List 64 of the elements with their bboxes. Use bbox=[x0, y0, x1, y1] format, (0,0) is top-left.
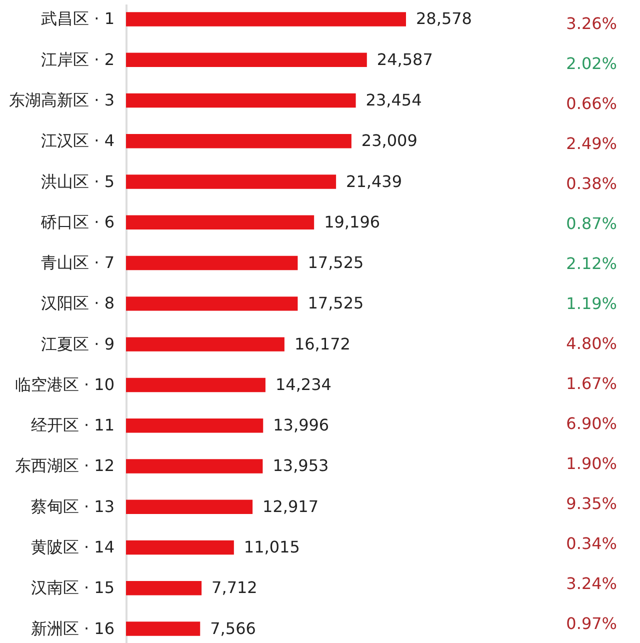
y-tick-label: 东西湖区 · 12 bbox=[14, 456, 114, 476]
bar bbox=[126, 418, 264, 433]
bar bbox=[126, 296, 298, 311]
bar bbox=[126, 540, 234, 555]
data-label: 19,196 bbox=[324, 212, 380, 232]
y-tick-label: 江岸区 · 2 bbox=[41, 50, 114, 69]
data-label: 0.66% bbox=[566, 94, 617, 113]
data-label: 23,009 bbox=[361, 131, 418, 150]
data-label: 2.12% bbox=[566, 254, 617, 273]
data-label: 12,917 bbox=[262, 496, 319, 516]
bar bbox=[126, 93, 356, 108]
data-label: 17,525 bbox=[308, 294, 364, 313]
bar bbox=[126, 52, 367, 67]
y-tick-label: 新洲区 · 16 bbox=[30, 618, 114, 638]
y-tick-label: 黄陂区 · 14 bbox=[30, 537, 114, 556]
bar bbox=[126, 378, 266, 392]
data-label: 23,454 bbox=[366, 90, 422, 110]
bar bbox=[126, 134, 352, 148]
data-label: 0.38% bbox=[566, 174, 617, 193]
bar bbox=[126, 256, 298, 270]
y-tick-label: 青山区 · 7 bbox=[41, 253, 114, 272]
data-label: 6.90% bbox=[566, 414, 617, 433]
data-label: 1.90% bbox=[566, 454, 617, 473]
y-tick-label: 江夏区 · 9 bbox=[41, 334, 114, 354]
data-label: 2.49% bbox=[566, 134, 617, 153]
data-label: 17,525 bbox=[308, 253, 364, 272]
data-label: 7,712 bbox=[212, 578, 258, 598]
bar bbox=[126, 215, 314, 230]
bar bbox=[126, 12, 406, 26]
data-label: 2.02% bbox=[566, 54, 617, 73]
data-label: 1.67% bbox=[566, 374, 617, 393]
data-label: 7,566 bbox=[210, 618, 256, 638]
y-tick-label: 汉阳区 · 8 bbox=[41, 294, 114, 313]
data-label: 28,578 bbox=[416, 9, 472, 28]
data-label: 13,953 bbox=[272, 456, 329, 476]
y-tick-label: 经开区 · 11 bbox=[30, 416, 114, 435]
data-label: 13,996 bbox=[273, 416, 330, 435]
data-label: 0.34% bbox=[566, 534, 617, 553]
data-label: 1.19% bbox=[566, 294, 617, 313]
bar bbox=[126, 174, 336, 189]
bar bbox=[126, 622, 200, 636]
data-label: 24,587 bbox=[376, 50, 433, 69]
data-label: 0.97% bbox=[566, 614, 617, 633]
y-tick-label: 蔡甸区 · 13 bbox=[30, 496, 114, 516]
data-label: 4.80% bbox=[566, 334, 617, 353]
data-label: 9.35% bbox=[566, 494, 617, 513]
bar bbox=[126, 459, 263, 474]
y-tick-label: 江汉区 · 4 bbox=[41, 131, 114, 150]
y-tick-label: 硚口区 · 6 bbox=[40, 212, 114, 232]
y-tick-label: 武昌区 · 1 bbox=[41, 9, 114, 28]
y-tick-label: 汉南区 · 15 bbox=[30, 578, 114, 598]
data-label: 3.24% bbox=[566, 574, 617, 593]
bar bbox=[126, 500, 253, 514]
bar bbox=[126, 581, 202, 596]
y-tick-label: 东湖高新区 · 3 bbox=[9, 90, 114, 110]
data-label: 14,234 bbox=[275, 374, 332, 394]
data-label: 0.87% bbox=[566, 214, 617, 233]
y-tick-label: 洪山区 · 5 bbox=[41, 172, 114, 191]
data-label: 21,439 bbox=[346, 172, 402, 191]
bar bbox=[126, 337, 284, 352]
data-label: 3.26% bbox=[566, 14, 617, 33]
y-tick-label: 临空港区 · 10 bbox=[14, 374, 114, 394]
data-label: 16,172 bbox=[294, 334, 350, 354]
data-label: 11,015 bbox=[244, 537, 300, 556]
